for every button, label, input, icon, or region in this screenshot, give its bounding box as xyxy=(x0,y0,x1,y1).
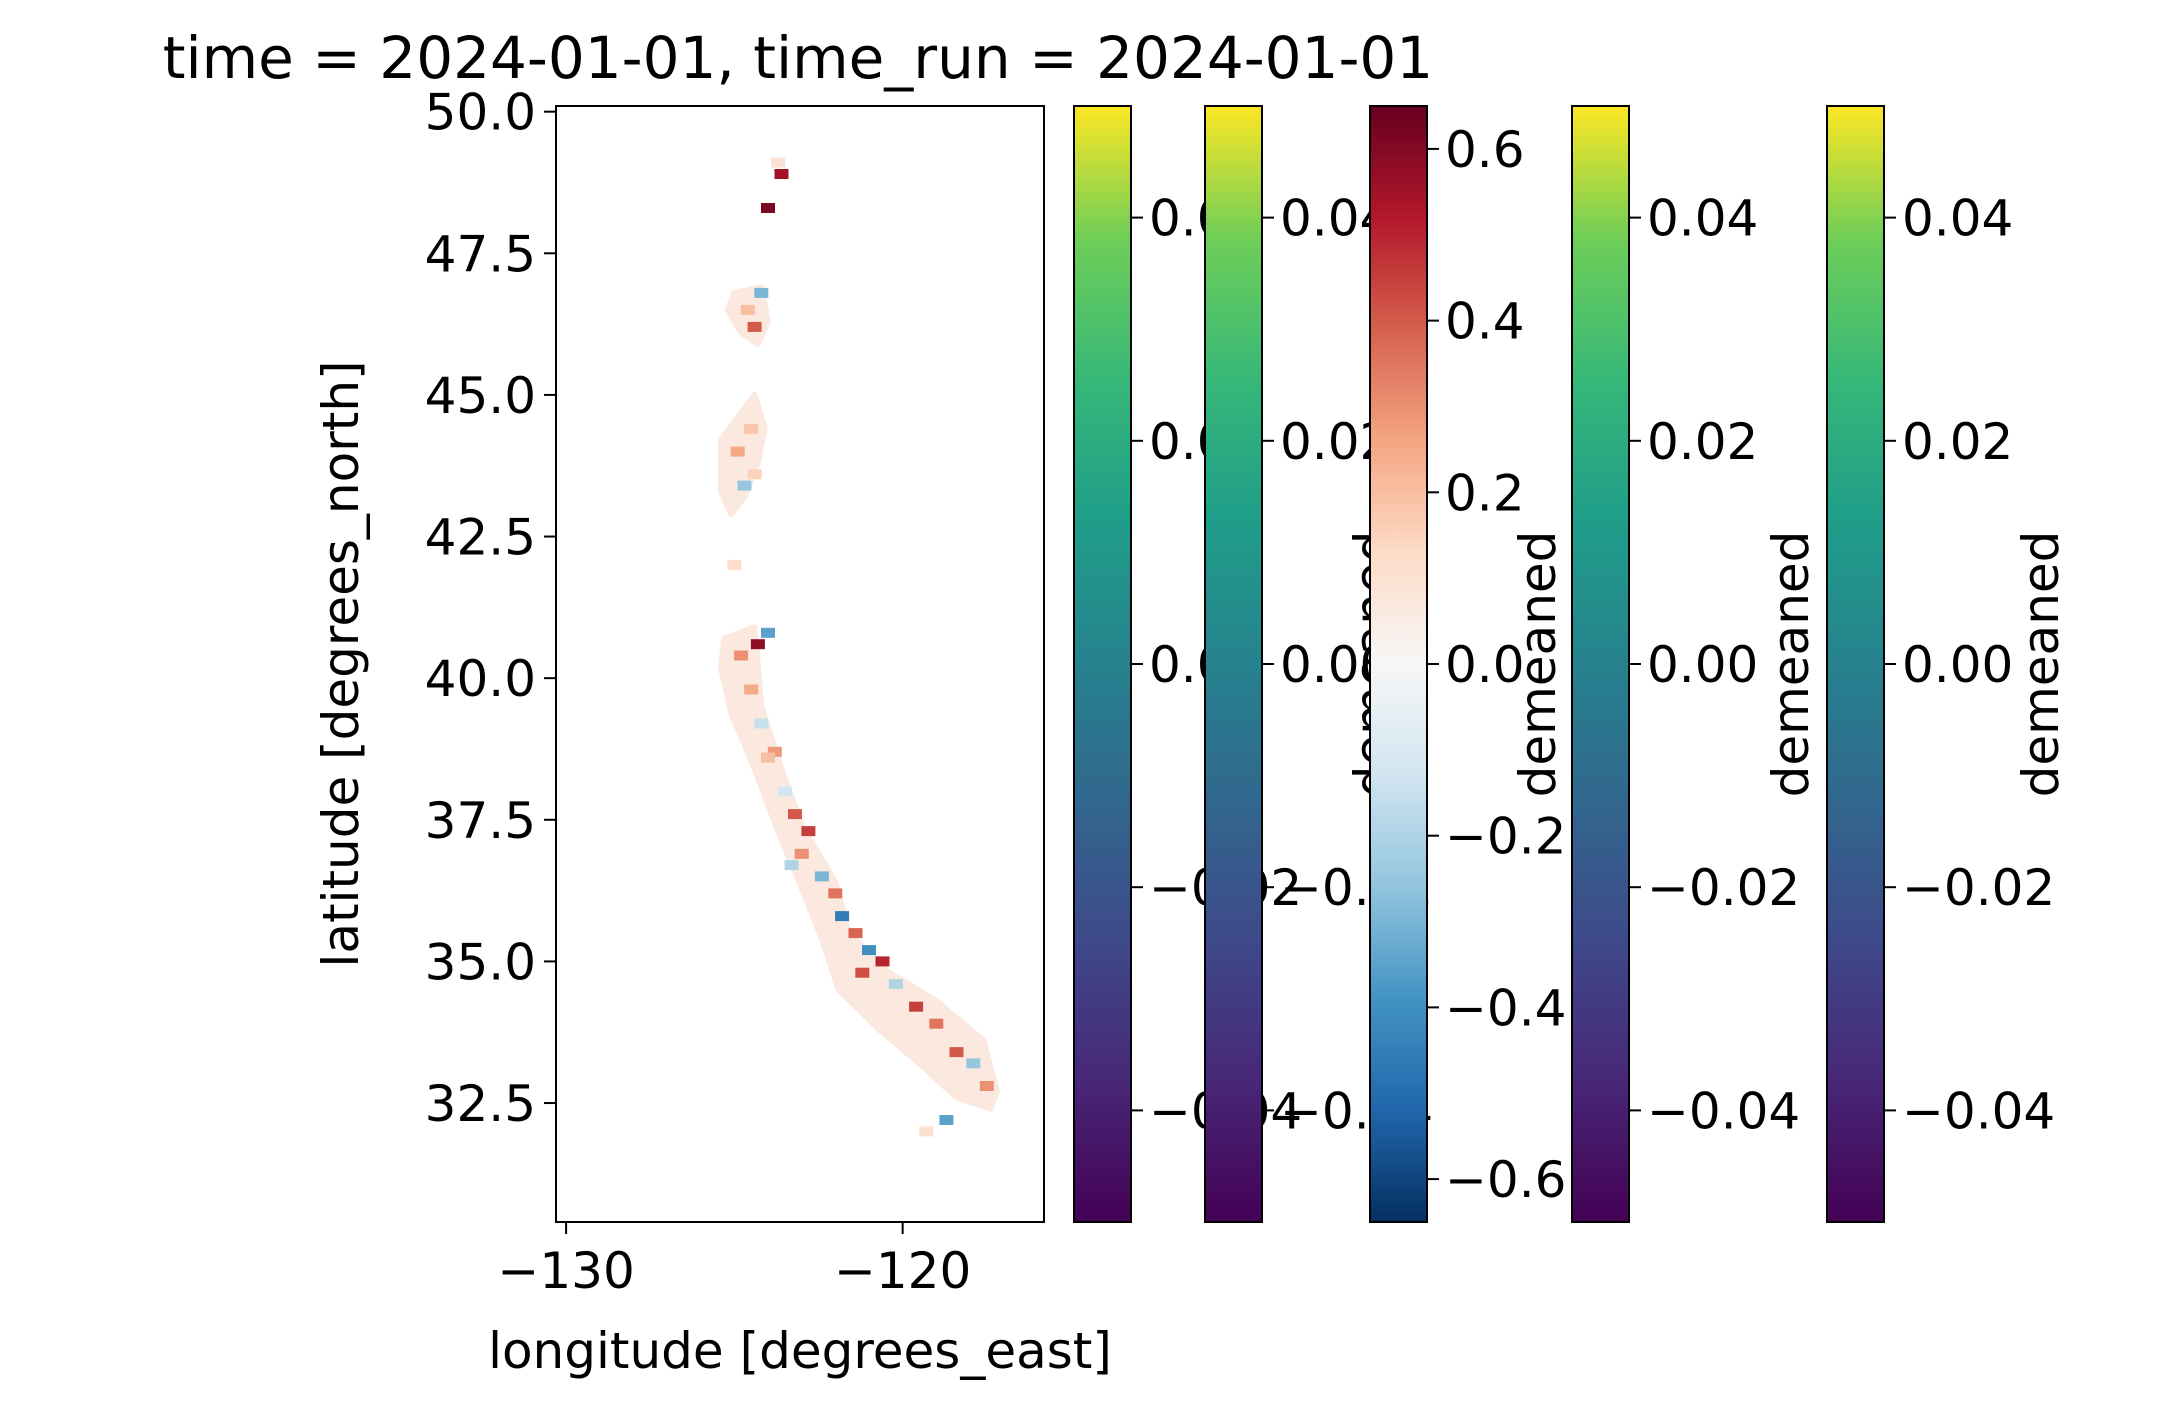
colorbar-3: −0.6 −0.4 −0.2 0.0 0.2 0.4 0.6 demeaned xyxy=(1369,105,1567,1223)
y-tick-label: 35.0 xyxy=(425,933,536,991)
heatmap-cell xyxy=(761,752,775,763)
heatmap-cell xyxy=(727,559,742,570)
heatmap-cell xyxy=(888,979,903,990)
chart-title: time = 2024-01-01, time_run = 2024-01-01 xyxy=(163,24,1433,92)
map-x-ticks: −130 −120 xyxy=(497,1222,971,1300)
heatmap-cell xyxy=(979,1081,994,1091)
colorbar-tick-label: −0.04 xyxy=(1902,1082,2055,1140)
heatmap-cell xyxy=(966,1058,981,1069)
heatmap-cell xyxy=(774,169,789,179)
colorbar-tick-label: −0.04 xyxy=(1647,1082,1800,1140)
heatmap-cell xyxy=(730,446,745,457)
colorbar-5: −0.04 −0.02 0.00 0.02 0.04 demeaned xyxy=(1826,105,2070,1223)
heatmap-cell xyxy=(747,469,762,480)
heatmap-cell xyxy=(835,911,850,922)
x-axis-label: longitude [degrees_east] xyxy=(488,1322,1112,1380)
heatmap-cell xyxy=(855,967,870,978)
map-y-ticks: 32.5 35.0 37.5 40.0 42.5 45.0 47.5 50.0 xyxy=(425,84,556,1133)
colorbar-tick-label: −0.2 xyxy=(1445,808,1566,866)
colorbar-tick-label: −0.4 xyxy=(1445,979,1566,1037)
coastal-band-region xyxy=(717,624,1000,1112)
heatmap-cell xyxy=(747,321,762,332)
heatmap-cell xyxy=(754,718,769,729)
y-tick-label: 42.5 xyxy=(425,509,536,567)
heatmap-cell xyxy=(754,287,769,298)
x-tick-label: −120 xyxy=(834,1242,971,1300)
heatmap-cell xyxy=(750,639,765,650)
y-axis-label: latitude [degrees_north] xyxy=(312,360,370,967)
colorbar-gradient xyxy=(1073,105,1132,1223)
colorbar-tick-label: 0.04 xyxy=(1647,190,1758,248)
heatmap-cell xyxy=(909,1001,924,1012)
colorbar-label: demeaned xyxy=(2012,531,2070,798)
y-tick-label: 40.0 xyxy=(425,650,536,708)
main-map-axes: −130 −120 32.5 35.0 37.5 40.0 42.5 45.0 47.5 50.… xyxy=(312,84,1112,1380)
y-tick-label: 50.0 xyxy=(425,84,536,142)
heatmap-cell xyxy=(875,956,890,967)
colorbar-label: demeaned xyxy=(1509,531,1567,798)
y-tick-label: 45.0 xyxy=(425,367,536,425)
colorbars: −0.04 −0.02 0.00 0.02 0.04 −0.04 −0.02 0.00 0.02… xyxy=(1073,105,2070,1223)
colorbar-tick-label: 0.00 xyxy=(1902,636,2013,694)
map-axes-frame xyxy=(555,105,1045,1223)
colorbar-gradient xyxy=(1204,105,1263,1223)
colorbar-tick-label: 0.4 xyxy=(1445,293,1525,351)
colorbar-tick-label: 0.2 xyxy=(1445,464,1525,522)
x-tick-label: −130 xyxy=(497,1242,634,1300)
colorbar-tick-label: −0.02 xyxy=(1647,859,1800,917)
heatmap-cell xyxy=(771,157,786,168)
y-tick-label: 32.5 xyxy=(425,1075,536,1133)
colorbar-gradient xyxy=(1369,105,1428,1223)
heatmap-cell xyxy=(777,786,792,797)
heatmap-cell xyxy=(862,945,876,956)
heatmap-cell xyxy=(767,746,782,757)
heatmap-cell xyxy=(939,1115,954,1125)
heatmap-cell xyxy=(744,684,759,695)
y-tick-label: 47.5 xyxy=(425,225,536,283)
colorbar-tick-label: 0.04 xyxy=(1902,190,2013,248)
colorbar-tick-label: 0.0 xyxy=(1445,636,1525,694)
colorbar-gradient xyxy=(1826,105,1885,1223)
colorbar-tick-label: 0.6 xyxy=(1445,121,1525,179)
heatmap-cell xyxy=(740,304,755,315)
colorbar-label: demeaned xyxy=(1762,531,1820,798)
heatmap-cell xyxy=(929,1018,944,1029)
heatmap-cell xyxy=(744,423,759,434)
colorbar-tick-label: 0.02 xyxy=(1647,413,1758,471)
heatmap-cell xyxy=(761,627,775,638)
heatmap-cell xyxy=(734,650,749,661)
heatmap-cell xyxy=(784,860,799,871)
heatmap-cell xyxy=(794,848,809,859)
colorbar-tick-label: 0.00 xyxy=(1647,636,1758,694)
heatmap-cell xyxy=(919,1126,934,1137)
colorbar-4: −0.04 −0.02 0.00 0.02 0.04 demeaned xyxy=(1571,105,1820,1223)
heatmap-cell xyxy=(949,1047,964,1058)
heatmap-cell xyxy=(788,809,802,820)
heatmap-cell xyxy=(761,203,775,213)
heatmap-cell xyxy=(801,826,816,837)
colorbar-tick-label: −0.02 xyxy=(1902,859,2055,917)
colorbar-tick-label: 0.02 xyxy=(1902,413,2013,471)
heatmap-cell xyxy=(848,928,863,939)
map-data-layer xyxy=(717,157,1000,1137)
heatmap-cell xyxy=(737,480,752,491)
y-tick-label: 37.5 xyxy=(425,792,536,850)
heatmap-cell xyxy=(828,888,843,899)
colorbar-tick-label: −0.6 xyxy=(1445,1151,1566,1209)
colorbar-gradient xyxy=(1571,105,1630,1223)
heatmap-cell xyxy=(814,871,829,882)
